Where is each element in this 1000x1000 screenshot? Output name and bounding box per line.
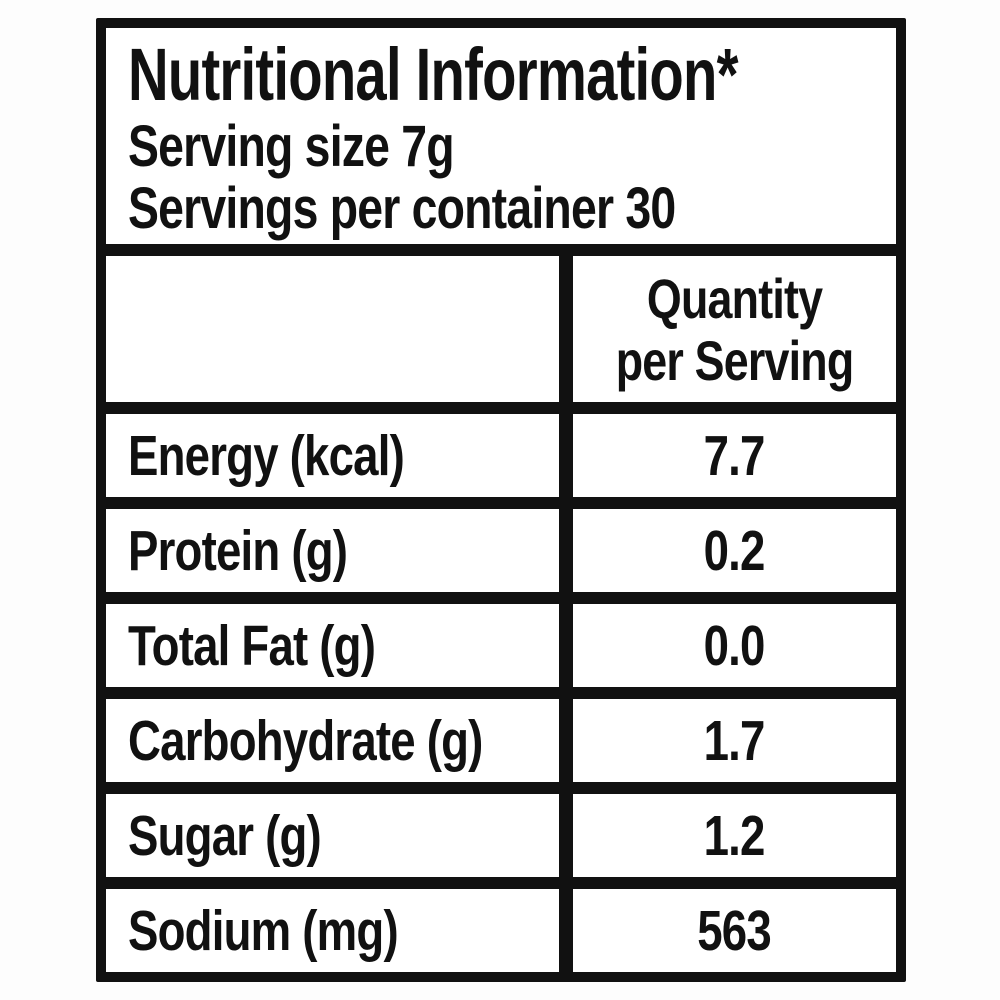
label-title-text: Nutritional Information* xyxy=(128,33,739,116)
nutrient-name: Sugar (g) xyxy=(128,803,322,868)
nutrient-name: Sodium (mg) xyxy=(128,898,399,963)
nutrient-value: 7.7 xyxy=(704,423,766,488)
nutrient-value-cell: 1.7 xyxy=(559,699,896,782)
nutrient-value: 563 xyxy=(697,898,772,963)
nutrient-name-cell: Total Fat (g) xyxy=(106,604,559,687)
nutrient-name: Total Fat (g) xyxy=(128,613,376,678)
serving-size-line: Serving size 7g xyxy=(128,116,896,178)
nutrient-value: 0.0 xyxy=(704,613,766,678)
label-title: Nutritional Information* xyxy=(128,34,896,116)
nutrient-value: 1.2 xyxy=(704,803,766,868)
nutrient-row-sugar: Sugar (g) 1.2 xyxy=(106,794,896,889)
nutrient-name: Energy (kcal) xyxy=(128,423,405,488)
nutrient-name-cell: Energy (kcal) xyxy=(106,414,559,497)
nutrient-value-cell: 0.0 xyxy=(559,604,896,687)
servings-per-container-text: Servings per container 30 xyxy=(128,176,676,241)
nutrient-value-cell: 7.7 xyxy=(559,414,896,497)
nutrient-row-protein: Protein (g) 0.2 xyxy=(106,509,896,604)
nutrition-facts-label: Nutritional Information* Serving size 7g… xyxy=(96,18,906,982)
quantity-header-line1: Quantity xyxy=(646,267,823,330)
nutrient-value: 0.2 xyxy=(704,518,766,583)
nutrient-row-total-fat: Total Fat (g) 0.0 xyxy=(106,604,896,699)
column-header-row: Quantity per Serving xyxy=(106,256,896,414)
nutrient-row-energy: Energy (kcal) 7.7 xyxy=(106,414,896,509)
nutrient-value: 1.7 xyxy=(704,708,766,773)
nutrient-row-sodium: Sodium (mg) 563 xyxy=(106,889,896,972)
nutrient-name: Protein (g) xyxy=(128,518,348,583)
nutrient-value-cell: 563 xyxy=(559,889,896,972)
nutrient-name-cell: Protein (g) xyxy=(106,509,559,592)
nutrient-value-cell: 1.2 xyxy=(559,794,896,877)
serving-size-text: Serving size 7g xyxy=(128,114,455,179)
nutrient-row-carbohydrate: Carbohydrate (g) 1.7 xyxy=(106,699,896,794)
quantity-header-line2: per Serving xyxy=(615,329,854,392)
nutrient-value-cell: 0.2 xyxy=(559,509,896,592)
label-header: Nutritional Information* Serving size 7g… xyxy=(106,28,896,256)
nutrient-name: Carbohydrate (g) xyxy=(128,708,483,773)
nutrient-name-cell: Sugar (g) xyxy=(106,794,559,877)
servings-per-container-line: Servings per container 30 xyxy=(128,178,896,240)
nutrient-name-cell: Carbohydrate (g) xyxy=(106,699,559,782)
quantity-per-serving-header: Quantity per Serving xyxy=(559,256,896,402)
nutrient-name-cell: Sodium (mg) xyxy=(106,889,559,972)
column-header-empty-cell xyxy=(106,256,559,402)
